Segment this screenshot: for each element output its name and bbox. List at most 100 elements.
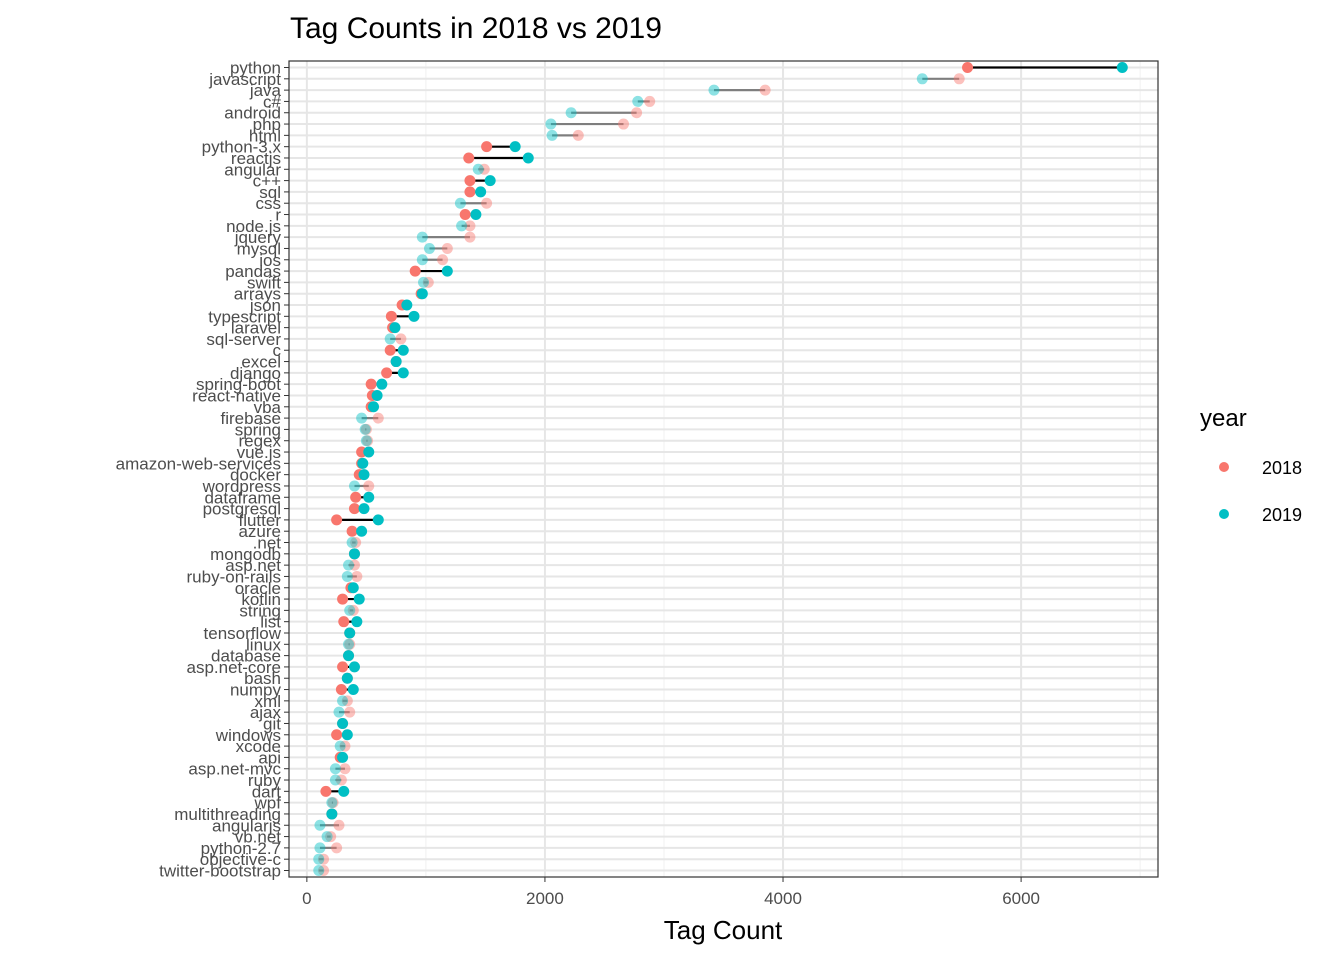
plot-panel [289,61,1158,877]
point-2019-mysql [423,242,435,254]
point-2019-jquery [416,231,428,243]
point-2018-node.js [464,220,476,232]
y-tick-label: xml [255,692,281,711]
y-tick-label: asp.net [225,556,281,575]
y-tick-label: angular [224,160,281,179]
x-tick-label: 4000 [764,889,802,908]
point-2019-ajax [333,706,345,718]
y-tick-label: multithreading [174,805,281,824]
y-tick-label: firebase [221,409,281,428]
y-tick-label: mysql [237,239,281,258]
point-2018-ruby-on-rails [351,570,363,582]
y-tick-label: vb.net [235,828,282,847]
y-tick-label: database [211,647,281,666]
point-2019-react-native [371,389,383,401]
y-tick-label: linux [246,635,281,654]
point-2019-ruby-on-rails [341,570,353,582]
legend-label-2019: 2019 [1262,505,1302,525]
point-2018-wpf [327,797,339,809]
point-2019-swift [418,276,430,288]
point-2018-r [459,209,471,221]
point-2019-css [454,197,466,209]
y-tick-label: jquery [234,228,282,247]
point-2018-python [962,62,974,73]
y-tick-label: flutter [238,511,281,530]
point-2019-node.js [456,220,468,232]
point-2018-angular [478,163,490,175]
point-2019-python-2.7 [314,842,326,854]
point-2019-c# [632,95,644,107]
point-2019-arrays [416,288,428,300]
y-tick-label: regex [238,432,281,451]
point-2019-spring [359,423,371,435]
point-2019-typescript [408,310,420,322]
point-2018-python-2.7 [331,842,343,854]
point-2019-asp.net-core [348,661,360,673]
point-2018-string [347,604,359,616]
legend-key-2018 [1219,462,1229,472]
point-2018-html [572,129,584,141]
y-tick-label: php [253,115,281,134]
point-2019-sql [475,186,487,198]
point-2019-dataframe [363,491,375,503]
point-2018-angularjs [333,819,345,831]
point-2019-c [397,344,409,356]
y-tick-label: docker [230,466,281,485]
point-2019-pandas [441,265,453,277]
y-tick-label: spring-boot [196,375,281,394]
point-2019-c++ [484,175,496,187]
point-2019-postgresql [358,503,370,515]
point-2019-objective-c [313,853,325,865]
point-2019-twitter-bootstrap [313,865,325,876]
y-tick-label: objective-c [200,850,282,869]
y-tick-label: mongodb [210,545,281,564]
legend-title: year [1200,405,1247,432]
x-axis-title: Tag Count [664,915,783,945]
y-tick-label: azure [238,522,281,541]
point-2019-dart [338,785,350,797]
point-2018-pandas [409,265,421,277]
point-2019-java [708,84,720,96]
point-2019-string [344,604,356,616]
point-2018-ajax [344,706,356,718]
point-2018-linux [344,638,356,650]
y-tick-label: windows [215,726,281,745]
point-2018-typescript [385,310,397,322]
point-2019-regex [360,435,372,447]
legend-label-2018: 2018 [1262,458,1302,478]
point-2019-django [397,367,409,379]
point-2018-postgresql [348,503,360,515]
y-tick-label: html [249,126,281,145]
point-2018-twitter-bootstrap [318,865,330,876]
point-2019-ios [416,254,428,266]
point-2018-regex [362,435,374,447]
y-tick-label: ios [259,251,281,270]
y-tick-label: dataframe [204,488,281,507]
point-2019-angularjs [314,819,326,831]
point-2019-wordpress [348,480,360,492]
point-2018-vb.net [325,831,337,843]
y-tick-label: typescript [208,307,281,326]
y-tick-label: javascript [208,70,281,89]
point-2019-.net [346,537,358,549]
y-tick-label: python-3.x [202,138,282,157]
point-2018-asp.net-core [337,661,349,673]
y-tick-label: laravel [231,319,281,338]
chart-title: Tag Counts in 2018 vs 2019 [290,12,662,45]
point-2018-windows [331,729,343,741]
dumbbell-segments [318,66,1123,872]
point-2018-css [481,197,493,209]
y-tick-label: ruby [248,771,282,790]
point-2019-php [545,118,557,130]
point-2018-objective-c [318,853,330,865]
y-tick-label: oracle [235,579,281,598]
point-2019-numpy [347,684,359,696]
point-2018-xcode [339,740,351,752]
y-tick-label: ruby-on-rails [187,567,281,586]
point-2019-git [337,717,349,729]
y-tick-label: r [275,206,281,225]
point-2019-bash [341,672,353,684]
y-tick-label: kotlin [241,590,281,609]
point-2019-wpf [326,797,338,809]
y-tick-label: numpy [230,681,282,700]
